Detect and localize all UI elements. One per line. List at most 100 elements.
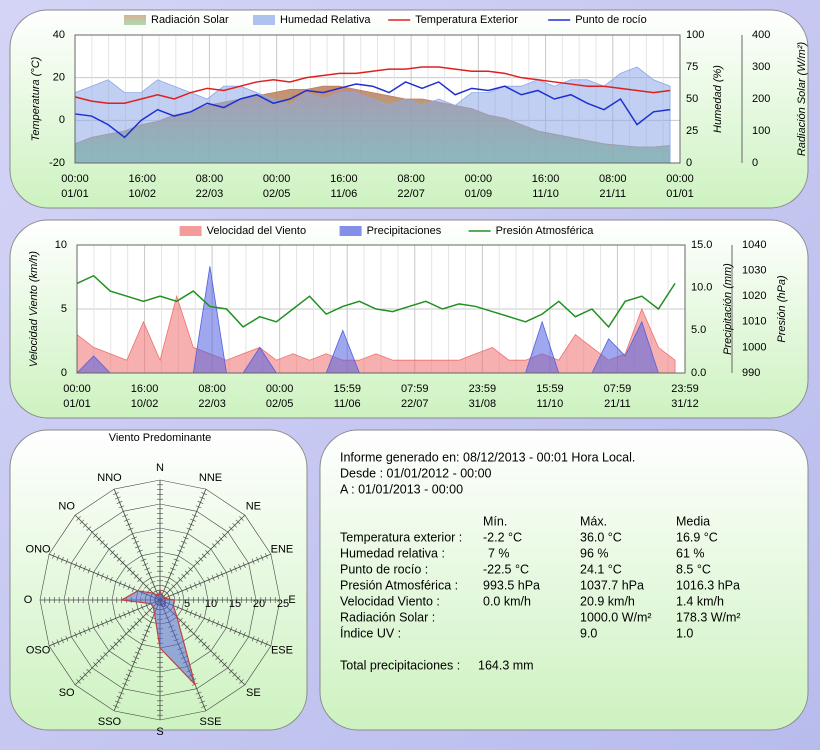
- x-tick-label: 11/06: [334, 398, 361, 410]
- spoke-tick: [65, 635, 69, 642]
- legend-swatch: [339, 226, 362, 236]
- spoke-tick: [239, 516, 244, 521]
- spoke-tick: [136, 647, 143, 651]
- spoke-tick: [173, 558, 180, 562]
- spoke-tick: [198, 613, 202, 620]
- spoke-tick: [233, 628, 237, 635]
- spoke-tick: [79, 519, 85, 525]
- cell: 178.3 W/m²: [676, 610, 741, 624]
- spoke-tick: [99, 655, 105, 661]
- spoke-tick: [239, 679, 244, 684]
- spoke-tick: [135, 651, 141, 655]
- spoke-tick: [186, 527, 193, 531]
- direction-label: SSE: [200, 716, 222, 728]
- spoke-tick: [82, 522, 88, 528]
- wind-polygon: [119, 588, 197, 687]
- spoke-tick: [169, 567, 176, 571]
- spoke-tick: [127, 669, 134, 673]
- spoke-tick: [260, 554, 264, 561]
- spoke-tick: [178, 577, 183, 582]
- spoke-tick: [181, 573, 187, 579]
- spoke-tick: [110, 645, 115, 650]
- direction-label: E: [288, 594, 295, 606]
- spoke-tick: [125, 523, 132, 527]
- spoke-tick: [185, 608, 189, 614]
- direction-label: NNO: [97, 472, 122, 484]
- x-tick-label: 10/02: [128, 188, 156, 200]
- spoke-tick: [251, 635, 255, 642]
- x-tick-label: 00:00: [666, 173, 694, 185]
- spoke-tick: [211, 619, 215, 625]
- r-tick-label: 10: [205, 598, 217, 610]
- spoke: [159, 599, 272, 647]
- spoke-tick: [171, 563, 178, 566]
- row-label: Humedad relativa :: [340, 546, 445, 560]
- spoke-tick: [265, 641, 268, 647]
- spoke-tick: [232, 522, 238, 528]
- spoke-tick: [146, 571, 152, 575]
- x-tick-label: 00:00: [263, 173, 291, 185]
- spoke-tick: [216, 620, 220, 627]
- spoke-tick: [198, 638, 204, 644]
- x-tick-label: 23:59: [671, 383, 699, 395]
- x-tick-label: 08:00: [397, 173, 425, 185]
- direction-label: S: [156, 726, 163, 738]
- row-label: Punto de rocío :: [340, 562, 428, 576]
- direction-label: OSO: [26, 644, 51, 656]
- spoke-tick: [256, 637, 259, 644]
- y3ticks-label: 1030: [742, 265, 766, 277]
- yticks-label: 20: [53, 72, 65, 84]
- yticks-label: 5: [61, 303, 67, 315]
- spoke-tick: [131, 608, 135, 614]
- y3ticks-label: 0: [752, 157, 758, 169]
- line: [74, 66, 671, 105]
- spoke-tick: [205, 550, 210, 555]
- legend-swatch: [124, 15, 146, 25]
- spoke-tick: [133, 573, 139, 579]
- x-tick-label: 08:00: [599, 173, 627, 185]
- yticks-label: 10: [55, 239, 67, 251]
- spoke-tick: [171, 591, 175, 598]
- direction-label: NNE: [199, 472, 222, 484]
- axis-label: Temperatura (°C): [30, 56, 42, 141]
- spoke-tick: [140, 604, 144, 611]
- spoke-tick: [182, 536, 189, 540]
- axis-label: Precipitación (mm): [722, 263, 734, 355]
- r-tick-label: 20: [253, 598, 265, 610]
- spoke-tick: [109, 576, 113, 583]
- cell: 96 %: [580, 546, 609, 560]
- x-tick-label: 15:59: [333, 383, 361, 395]
- spoke-tick: [207, 576, 211, 583]
- spoke-tick: [127, 527, 134, 531]
- spoke-tick: [61, 556, 64, 563]
- direction-label: SSO: [98, 716, 122, 728]
- spoke-tick: [78, 564, 82, 570]
- yticks-label: 0: [59, 114, 65, 126]
- spoke-tick: [127, 584, 131, 591]
- direction-label: ENE: [271, 543, 294, 555]
- spoke-tick: [199, 700, 206, 704]
- x-tick-label: 00:00: [63, 383, 91, 395]
- direction-label: NE: [246, 501, 261, 513]
- spoke-tick: [242, 562, 246, 568]
- cell: 16.9 °C: [676, 530, 718, 544]
- spoke-tick: [238, 564, 242, 570]
- x-tick-label: 07:59: [604, 383, 632, 395]
- spoke-tick: [197, 501, 204, 504]
- spoke-tick: [78, 630, 82, 636]
- spoke-tick: [105, 575, 109, 581]
- spoke-tick: [116, 556, 122, 562]
- y2ticks-label: 15.0: [691, 239, 712, 251]
- spoke-tick: [201, 492, 207, 495]
- spoke-tick: [135, 545, 141, 549]
- spoke: [74, 514, 161, 601]
- line: [74, 81, 671, 139]
- spoke-tick: [103, 543, 109, 549]
- cell: 1016.3 hPa: [676, 578, 740, 592]
- column-header: Mín.: [483, 514, 507, 528]
- spoke-tick: [189, 584, 193, 591]
- cell: 20.9 km/h: [580, 594, 635, 608]
- cell: 1037.7 hPa: [580, 578, 644, 592]
- spoke-tick: [201, 705, 207, 708]
